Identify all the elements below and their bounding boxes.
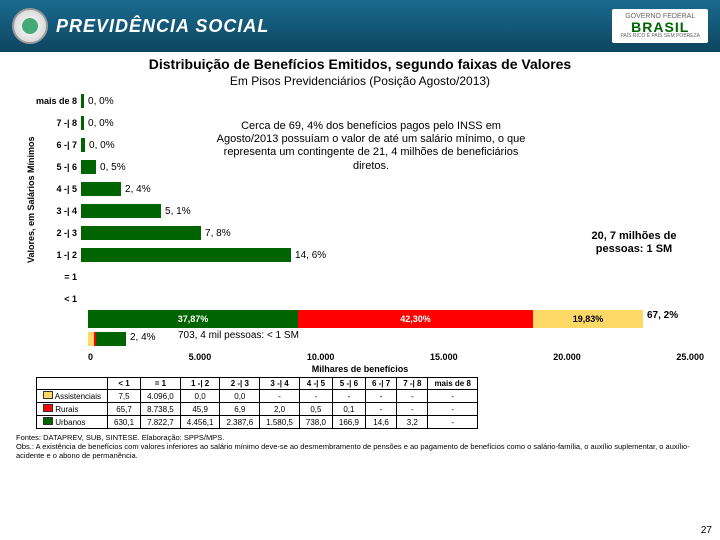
y-category: 7 -| 8 bbox=[36, 112, 77, 134]
x-tick: 0 bbox=[88, 352, 93, 362]
logo-left: PREVIDÊNCIA SOCIAL bbox=[12, 8, 269, 44]
content: Distribuição de Benefícios Emitidos, seg… bbox=[0, 52, 720, 429]
slogan-label: PAÍS RICO É PAÍS SEM POBREZA bbox=[620, 34, 700, 39]
bar-label: 7, 8% bbox=[205, 228, 231, 239]
logo-title: PREVIDÊNCIA SOCIAL bbox=[56, 16, 269, 37]
bar-row: 0, 0% bbox=[81, 112, 704, 134]
big-bar-segment: 19,83% bbox=[533, 310, 643, 328]
y-category: 5 -| 6 bbox=[36, 156, 77, 178]
y-category: = 1 bbox=[36, 266, 77, 288]
x-axis: 0 5.000 10.000 15.000 20.000 25.000 bbox=[88, 352, 704, 362]
bar-row: 0, 5% bbox=[81, 156, 704, 178]
bar-row: 5, 1% bbox=[81, 200, 704, 222]
logo-right: GOVERNO FEDERAL BRASIL PAÍS RICO É PAÍS … bbox=[612, 9, 708, 43]
y-category: 3 -| 4 bbox=[36, 200, 77, 222]
bar-label: 0, 5% bbox=[100, 162, 126, 173]
bar-row: 0, 0% bbox=[81, 134, 704, 156]
header-bar: PREVIDÊNCIA SOCIAL GOVERNO FEDERAL BRASI… bbox=[0, 0, 720, 52]
footer-line1: Fontes: DATAPREV, SUB, SINTESE. Elaboraç… bbox=[16, 433, 704, 442]
y-category: < 1 bbox=[36, 288, 77, 310]
y-category: 4 -| 5 bbox=[36, 178, 77, 200]
x-tick: 20.000 bbox=[553, 352, 581, 362]
y-category: 1 -| 2 bbox=[36, 244, 77, 266]
page-number: 27 bbox=[701, 525, 712, 536]
bar-label: 2, 4% bbox=[130, 332, 156, 346]
big-bar-right-label: 67, 2% bbox=[647, 310, 678, 328]
bar-row: 14, 6% bbox=[81, 244, 704, 266]
big-bar-row: 37,87%42,30%19,83%67, 2% bbox=[88, 310, 704, 328]
y-axis-label: Valores, em Salários Mínimos bbox=[26, 90, 36, 310]
brasil-label: BRASIL bbox=[620, 20, 700, 34]
x-tick: 5.000 bbox=[189, 352, 212, 362]
big-bar-segment: 37,87% bbox=[88, 310, 298, 328]
bar-label: 0, 0% bbox=[88, 118, 114, 129]
footer: Fontes: DATAPREV, SUB, SINTESE. Elaboraç… bbox=[0, 429, 720, 464]
y-category: 2 -| 3 bbox=[36, 222, 77, 244]
big-bar-segment: 42,30% bbox=[298, 310, 533, 328]
bar-label: 0, 0% bbox=[88, 96, 114, 107]
legend-table: < 1= 11 -| 22 -| 33 -| 44 -| 55 -| 66 -|… bbox=[36, 377, 478, 429]
page-subtitle: Em Pisos Previdenciários (Posição Agosto… bbox=[16, 74, 704, 88]
y-category: 6 -| 7 bbox=[36, 134, 77, 156]
x-tick: 25.000 bbox=[676, 352, 704, 362]
y-category: mais de 8 bbox=[36, 90, 77, 112]
big-bar: 37,87%42,30%19,83%67, 2% bbox=[88, 310, 704, 328]
bar-label: 5, 1% bbox=[165, 206, 191, 217]
page-title: Distribuição de Benefícios Emitidos, seg… bbox=[16, 56, 704, 72]
bar-label: 14, 6% bbox=[295, 250, 326, 261]
footer-line2: Obs.: A existência de benefícios com val… bbox=[16, 442, 704, 460]
bar-label: 0, 0% bbox=[89, 140, 115, 151]
bars-container: Cerca de 69, 4% dos benefícios pagos pel… bbox=[81, 90, 704, 310]
bar-row: 0, 0% bbox=[81, 90, 704, 112]
bar-label: 2, 4% bbox=[125, 184, 151, 195]
x-tick: 15.000 bbox=[430, 352, 458, 362]
x-axis-label: Milhares de benefícios bbox=[16, 364, 704, 374]
under-bar-row: 2, 4% 703, 4 mil pessoas: < 1 SM bbox=[88, 328, 704, 350]
y-labels: mais de 87 -| 86 -| 75 -| 64 -| 53 -| 42… bbox=[36, 90, 81, 310]
callout-under1sm: 703, 4 mil pessoas: < 1 SM bbox=[178, 330, 299, 342]
x-tick: 10.000 bbox=[307, 352, 335, 362]
bar-row: 7, 8% bbox=[81, 222, 704, 244]
bar-row: 2, 4% bbox=[81, 178, 704, 200]
logo-icon bbox=[12, 8, 48, 44]
chart: Valores, em Salários Mínimos mais de 87 … bbox=[26, 90, 704, 310]
